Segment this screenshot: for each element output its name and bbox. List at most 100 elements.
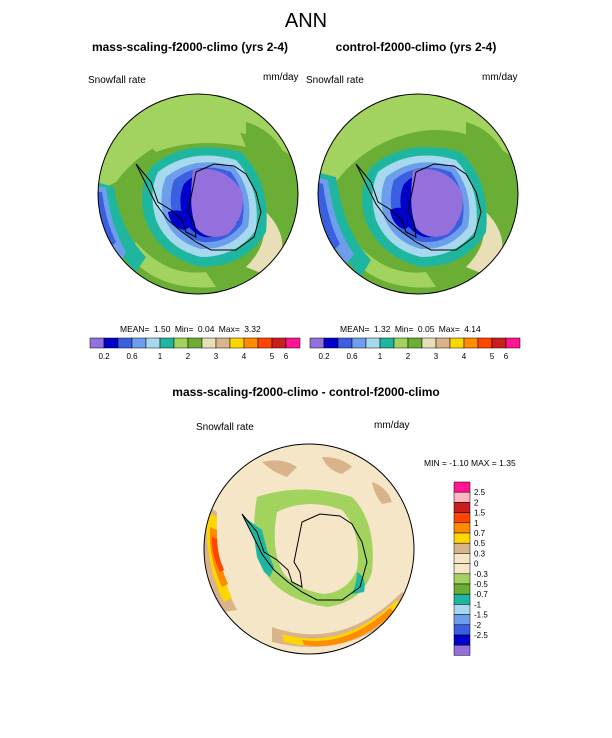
panel-2-colorbar-tick-label: 4 [462, 352, 467, 361]
panel-1-colorbar-swatch [271, 337, 287, 349]
panel-2-units-label: mm/day [482, 72, 518, 83]
diff-colorbar-swatch [453, 532, 471, 544]
diff-colorbar-tick-label: 0.5 [474, 539, 486, 548]
panel-2-stats: MEAN= 1.32 Min= 0.05 Max= 4.14 [340, 324, 483, 334]
diff-panel-variable-label: Snowfall rate [196, 422, 254, 433]
diff-min-label: MIN = [424, 458, 447, 468]
panel-1-colorbar-tick-label: 5 [270, 352, 275, 361]
panel-2-colorbar-tick-label: 2 [406, 352, 411, 361]
panel-2-min-label: Min= [394, 324, 414, 334]
panel-2-variable-label: Snowfall rate [306, 75, 364, 86]
diff-colorbar-tick-label: -0.5 [474, 580, 488, 589]
panel-1-colorbar-swatch [173, 337, 189, 349]
diff-colorbar-swatch [453, 502, 471, 513]
panel-2-colorbar-swatch [421, 337, 437, 349]
diff-colorbar-swatch [453, 604, 471, 615]
panel-2-colorbar-swatch [407, 337, 423, 349]
panel-1-colorbar-tick-label: 6 [284, 352, 289, 361]
panel-1-mean-value: 1.50 [153, 324, 171, 334]
panel-2-colorbar-swatch [351, 337, 367, 349]
panel-1-colorbar-swatch [117, 337, 133, 349]
panel-1-max-label: Max= [218, 324, 240, 334]
diff-colorbar-swatch [453, 624, 471, 636]
diff-colorbar-swatch [453, 573, 471, 585]
panel-1-min-value: 0.04 [197, 324, 215, 334]
panel-2-colorbar-swatch [309, 337, 325, 349]
panel-2-colorbar-swatch [337, 337, 353, 349]
panel-1-colorbar-swatch [257, 337, 273, 349]
panel-1-colorbar-swatch [243, 337, 259, 349]
diff-colorbar-tick-label: 0 [474, 560, 479, 569]
panel-2-colorbar-swatch [477, 337, 493, 349]
panel-2-colorbar: 0.2 0.6 1 2 3 4 5 6 [309, 337, 521, 361]
panel-2-colorbar-tick-label: 5 [490, 352, 495, 361]
panel-2-colorbar-swatch [449, 337, 465, 349]
panel-2-mean-label: MEAN= [340, 324, 370, 334]
panel-1-colorbar-swatch [215, 337, 231, 349]
diff-panel-title: mass-scaling-f2000-climo - control-f2000… [172, 385, 440, 399]
diff-colorbar-swatch [453, 583, 471, 595]
diff-colorbar-tick-label: 2 [474, 498, 479, 507]
diff-colorbar-tick-label: -1.5 [474, 611, 488, 620]
panel-2-title: control-f2000-climo (yrs 2-4) [335, 40, 497, 54]
diff-colorbar-tick-label: -0.7 [474, 590, 488, 599]
diff-colorbar-swatch [453, 593, 471, 605]
panel-2-colorbar-swatch [491, 337, 507, 349]
diff-colorbar-tick-label: 0.3 [474, 549, 486, 558]
panel-2-colorbar-swatch [393, 337, 409, 349]
panel-2-colorbar-swatch [365, 337, 381, 349]
diff-colorbar-tick-label: 1.5 [474, 509, 486, 518]
panel-2-colorbar-swatch [379, 337, 395, 349]
panel-2-colorbar-swatch [323, 337, 339, 349]
panel-1-colorbar-tick-label: 2 [186, 352, 191, 361]
panel-1-colorbar-swatch [229, 337, 245, 349]
panel-1-title: mass-scaling-f2000-climo (yrs 2-4) [91, 40, 289, 54]
panel-1-colorbar-tick-label: 3 [214, 352, 219, 361]
panel-2-colorbar-swatch [435, 337, 451, 349]
diff-colorbar-swatch [453, 553, 471, 564]
diff-colorbar-tick-label: 1 [474, 519, 479, 528]
panel-1-colorbar-tick-label: 0.2 [98, 352, 110, 361]
diff-min-value: -1.10 [449, 458, 469, 468]
diff-colorbar-swatch [453, 563, 471, 575]
panel-2-max-value: 4.14 [464, 324, 481, 334]
panel-1-min-label: Min= [174, 324, 194, 334]
panel-2-polar-map [317, 93, 519, 295]
diff-colorbar-tick-label: -1 [474, 600, 482, 609]
diff-max-value: 1.35 [499, 458, 516, 468]
panel-1-colorbar-swatch [187, 337, 203, 349]
diff-colorbar-swatch [453, 522, 471, 534]
diff-max-label: MAX = [471, 458, 497, 468]
diff-polar-map [203, 443, 415, 655]
panel-2-colorbar-tick-label: 1 [378, 352, 383, 361]
diff-colorbar-swatch [453, 491, 471, 503]
diff-colorbar-swatch [453, 512, 471, 524]
diff-colorbar-swatch [453, 481, 471, 493]
panel-1-colorbar-swatch [285, 337, 301, 349]
panel-1-mean-label: MEAN= [120, 324, 150, 334]
diff-colorbar-tick-label: -2.5 [474, 631, 488, 640]
diff-colorbar-tick-label: 2.5 [474, 488, 486, 497]
diff-colorbar-swatch [453, 644, 471, 656]
panel-1-max-value: 3.32 [244, 324, 261, 334]
panel-2-colorbar-swatch [463, 337, 479, 349]
panel-1-colorbar-swatch [159, 337, 175, 349]
panel-1-stats: MEAN= 1.50 Min= 0.04 Max= 3.32 [120, 324, 263, 334]
panel-2-colorbar-tick-label: 0.2 [318, 352, 330, 361]
panel-1-colorbar-swatch [103, 337, 119, 349]
diff-colorbar-tick-label: 0.7 [474, 529, 486, 538]
panel-2-colorbar-tick-label: 3 [434, 352, 439, 361]
diff-panel-stats: MIN = -1.10 MAX = 1.35 [424, 458, 516, 468]
panel-2-colorbar-tick-label: 6 [504, 352, 509, 361]
panel-2-colorbar-tick-label: 0.6 [346, 352, 358, 361]
panel-1-colorbar-swatch [89, 337, 105, 349]
panel-1-colorbar-swatch [145, 337, 161, 349]
panel-2-max-label: Max= [438, 324, 460, 334]
panel-1-units-label: mm/day [263, 72, 299, 83]
panel-1-colorbar: 0.2 0.6 1 2 3 4 5 6 [89, 337, 301, 361]
panel-1-colorbar-swatch [131, 337, 147, 349]
panel-1-polar-map [97, 93, 299, 295]
panel-2-colorbar-swatch [505, 337, 521, 349]
panel-2-mean-value: 1.32 [373, 324, 391, 334]
diff-colorbar-swatch [453, 542, 471, 554]
